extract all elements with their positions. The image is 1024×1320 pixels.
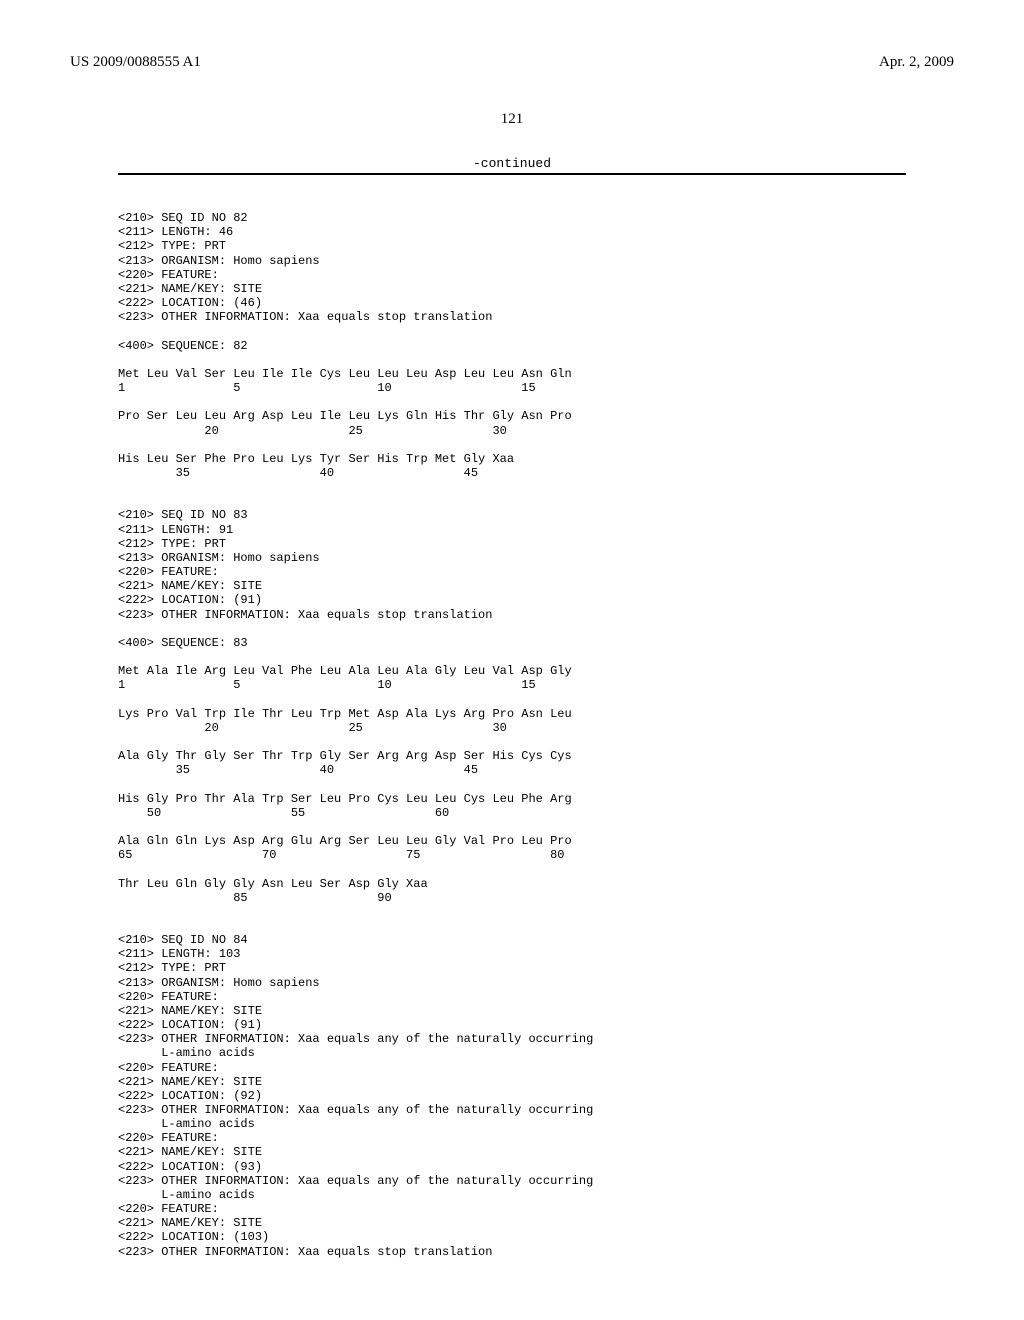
- seq83-namekey: <221> NAME/KEY: SITE: [118, 579, 262, 593]
- seq83-feature: <220> FEATURE:: [118, 565, 219, 579]
- continued-section: -continued: [118, 156, 906, 175]
- seq84-id: <210> SEQ ID NO 84: [118, 933, 248, 947]
- sequence-listing: <210> SEQ ID NO 82 <211> LENGTH: 46 <212…: [118, 197, 954, 1259]
- seq84-type: <212> TYPE: PRT: [118, 961, 226, 975]
- seq82-organism: <213> ORGANISM: Homo sapiens: [118, 254, 320, 268]
- seq83-line2-num: 20 25 30: [118, 721, 507, 735]
- seq84-info3: <223> OTHER INFORMATION: Xaa equals any …: [118, 1174, 593, 1188]
- seq84-info3b: L-amino acids: [118, 1188, 255, 1202]
- seq82-id: <210> SEQ ID NO 82: [118, 211, 248, 225]
- seq84-feature3: <220> FEATURE:: [118, 1131, 219, 1145]
- seq82-type: <212> TYPE: PRT: [118, 239, 226, 253]
- seq83-length: <211> LENGTH: 91: [118, 523, 233, 537]
- seq82-line1-num: 1 5 10 15: [118, 381, 536, 395]
- seq84-namekey2: <221> NAME/KEY: SITE: [118, 1075, 262, 1089]
- seq82-location: <222> LOCATION: (46): [118, 296, 262, 310]
- seq83-sequence-tag: <400> SEQUENCE: 83: [118, 636, 248, 650]
- seq83-line5-num: 65 70 75 80: [118, 848, 564, 862]
- seq83-line4: His Gly Pro Thr Ala Trp Ser Leu Pro Cys …: [118, 792, 572, 806]
- seq84-length: <211> LENGTH: 103: [118, 947, 240, 961]
- page-number: 121: [70, 111, 954, 128]
- seq84-info4: <223> OTHER INFORMATION: Xaa equals stop…: [118, 1245, 492, 1259]
- seq82-line2-num: 20 25 30: [118, 424, 507, 438]
- seq83-line4-num: 50 55 60: [118, 806, 449, 820]
- seq84-namekey3: <221> NAME/KEY: SITE: [118, 1145, 262, 1159]
- seq84-organism: <213> ORGANISM: Homo sapiens: [118, 976, 320, 990]
- seq83-type: <212> TYPE: PRT: [118, 537, 226, 551]
- seq84-feature1: <220> FEATURE:: [118, 990, 219, 1004]
- seq83-line6: Thr Leu Gln Gly Gly Asn Leu Ser Asp Gly …: [118, 877, 428, 891]
- seq82-feature: <220> FEATURE:: [118, 268, 219, 282]
- seq82-namekey: <221> NAME/KEY: SITE: [118, 282, 262, 296]
- seq84-location4: <222> LOCATION: (103): [118, 1230, 269, 1244]
- page-header: US 2009/0088555 A1 Apr. 2, 2009: [70, 54, 954, 71]
- seq83-line3: Ala Gly Thr Gly Ser Thr Trp Gly Ser Arg …: [118, 749, 572, 763]
- page: US 2009/0088555 A1 Apr. 2, 2009 121 -con…: [0, 0, 1024, 1320]
- seq82-line1: Met Leu Val Ser Leu Ile Ile Cys Leu Leu …: [118, 367, 572, 381]
- seq82-sequence-tag: <400> SEQUENCE: 82: [118, 339, 248, 353]
- seq82-info: <223> OTHER INFORMATION: Xaa equals stop…: [118, 310, 492, 324]
- continued-label: -continued: [118, 156, 906, 173]
- seq84-namekey1: <221> NAME/KEY: SITE: [118, 1004, 262, 1018]
- seq82-line3: His Leu Ser Phe Pro Leu Lys Tyr Ser His …: [118, 452, 514, 466]
- publication-date: Apr. 2, 2009: [879, 54, 954, 71]
- seq83-line2: Lys Pro Val Trp Ile Thr Leu Trp Met Asp …: [118, 707, 572, 721]
- seq84-feature4: <220> FEATURE:: [118, 1202, 219, 1216]
- seq83-line5: Ala Gln Gln Lys Asp Arg Glu Arg Ser Leu …: [118, 834, 572, 848]
- seq83-line3-num: 35 40 45: [118, 763, 478, 777]
- seq83-info: <223> OTHER INFORMATION: Xaa equals stop…: [118, 608, 492, 622]
- seq84-info2b: L-amino acids: [118, 1117, 255, 1131]
- seq83-location: <222> LOCATION: (91): [118, 593, 262, 607]
- seq82-line3-num: 35 40 45: [118, 466, 478, 480]
- publication-number: US 2009/0088555 A1: [70, 54, 201, 71]
- seq83-line1: Met Ala Ile Arg Leu Val Phe Leu Ala Leu …: [118, 664, 572, 678]
- seq83-organism: <213> ORGANISM: Homo sapiens: [118, 551, 320, 565]
- seq84-namekey4: <221> NAME/KEY: SITE: [118, 1216, 262, 1230]
- seq83-id: <210> SEQ ID NO 83: [118, 508, 248, 522]
- seq83-line1-num: 1 5 10 15: [118, 678, 536, 692]
- seq84-location3: <222> LOCATION: (93): [118, 1160, 262, 1174]
- seq82-length: <211> LENGTH: 46: [118, 225, 233, 239]
- horizontal-rule: [118, 173, 906, 175]
- seq84-info2: <223> OTHER INFORMATION: Xaa equals any …: [118, 1103, 593, 1117]
- seq84-location1: <222> LOCATION: (91): [118, 1018, 262, 1032]
- seq84-info1b: L-amino acids: [118, 1046, 255, 1060]
- seq83-line6-num: 85 90: [118, 891, 392, 905]
- seq84-location2: <222> LOCATION: (92): [118, 1089, 262, 1103]
- seq84-feature2: <220> FEATURE:: [118, 1061, 219, 1075]
- seq82-line2: Pro Ser Leu Leu Arg Asp Leu Ile Leu Lys …: [118, 409, 572, 423]
- seq84-info1: <223> OTHER INFORMATION: Xaa equals any …: [118, 1032, 593, 1046]
